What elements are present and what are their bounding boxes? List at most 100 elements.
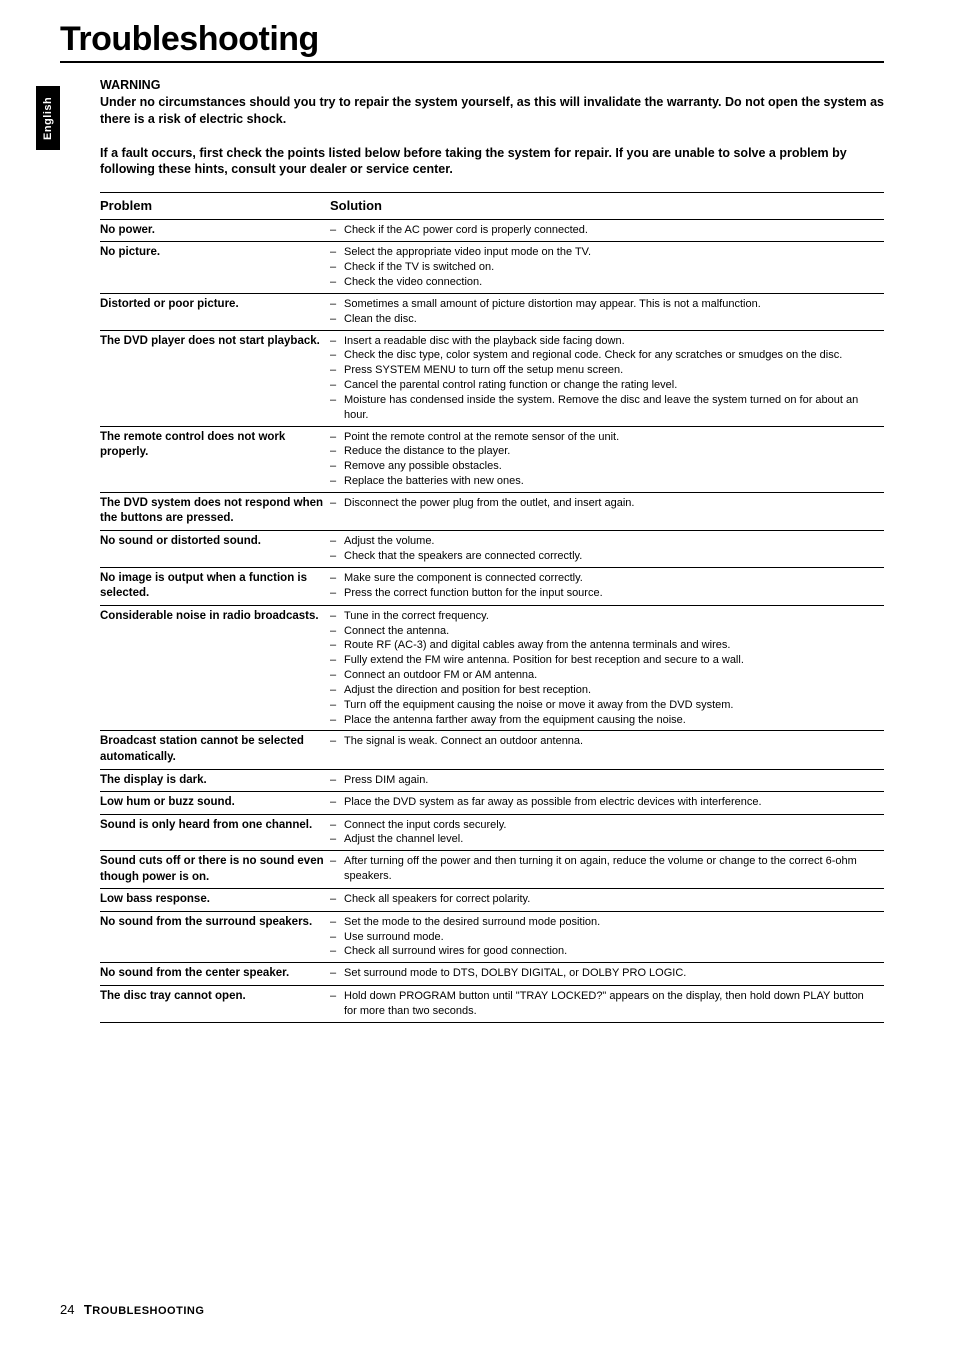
table-row: Sound cuts off or there is no sound even… xyxy=(100,851,884,889)
solution-line: –Place the antenna farther away from the… xyxy=(330,713,878,728)
solution-line: –Make sure the component is connected co… xyxy=(330,571,878,586)
problem-cell: No picture. xyxy=(100,242,330,294)
solution-line: –Turn off the equipment causing the nois… xyxy=(330,698,878,713)
problem-cell: Broadcast station cannot be selected aut… xyxy=(100,731,330,769)
solution-text: Place the antenna farther away from the … xyxy=(344,713,878,728)
table-row: Sound is only heard from one channel.–Co… xyxy=(100,814,884,851)
dash-icon: – xyxy=(330,496,344,511)
solution-text: Check if the AC power cord is properly c… xyxy=(344,223,878,238)
solution-text: Insert a readable disc with the playback… xyxy=(344,334,878,349)
col-solution: Solution xyxy=(330,193,884,220)
solution-cell: –Press DIM again. xyxy=(330,769,884,792)
page-content: Troubleshooting WARNING Under no circums… xyxy=(0,0,954,1023)
problem-cell: The remote control does not work properl… xyxy=(100,426,330,492)
dash-icon: – xyxy=(330,653,344,668)
dash-icon: – xyxy=(330,854,344,884)
table-row: No power.–Check if the AC power cord is … xyxy=(100,219,884,242)
solution-text: Check if the TV is switched on. xyxy=(344,260,878,275)
problem-cell: The disc tray cannot open. xyxy=(100,985,330,1022)
solution-line: –Check that the speakers are connected c… xyxy=(330,549,878,564)
dash-icon: – xyxy=(330,915,344,930)
solution-text: Connect an outdoor FM or AM antenna. xyxy=(344,668,878,683)
solution-cell: –Hold down PROGRAM button until "TRAY LO… xyxy=(330,985,884,1022)
solution-line: –Use surround mode. xyxy=(330,930,878,945)
solution-cell: –The signal is weak. Connect an outdoor … xyxy=(330,731,884,769)
troubleshooting-table: Problem Solution No power.–Check if the … xyxy=(100,192,884,1022)
problem-cell: Low hum or buzz sound. xyxy=(100,792,330,815)
solution-cell: –Place the DVD system as far away as pos… xyxy=(330,792,884,815)
dash-icon: – xyxy=(330,795,344,810)
solution-cell: –Set the mode to the desired surround mo… xyxy=(330,911,884,963)
warning-heading: WARNING xyxy=(100,78,160,92)
dash-icon: – xyxy=(330,586,344,601)
solution-cell: –Check if the AC power cord is properly … xyxy=(330,219,884,242)
solution-text: Cancel the parental control rating funct… xyxy=(344,378,878,393)
solution-line: –The signal is weak. Connect an outdoor … xyxy=(330,734,878,749)
solution-line: –Hold down PROGRAM button until "TRAY LO… xyxy=(330,989,878,1019)
table-row: No sound from the surround speakers.–Set… xyxy=(100,911,884,963)
solution-text: Press DIM again. xyxy=(344,773,878,788)
solution-text: Fully extend the FM wire antenna. Positi… xyxy=(344,653,878,668)
solution-line: –Reduce the distance to the player. xyxy=(330,444,878,459)
problem-cell: No sound from the surround speakers. xyxy=(100,911,330,963)
dash-icon: – xyxy=(330,683,344,698)
solution-cell: –Select the appropriate video input mode… xyxy=(330,242,884,294)
solution-line: –Moisture has condensed inside the syste… xyxy=(330,393,878,423)
dash-icon: – xyxy=(330,571,344,586)
solution-line: –Connect the input cords securely. xyxy=(330,818,878,833)
solution-line: –Check the video connection. xyxy=(330,275,878,290)
solution-cell: –Sometimes a small amount of picture dis… xyxy=(330,293,884,330)
table-row: No sound or distorted sound.–Adjust the … xyxy=(100,531,884,568)
solution-text: Reduce the distance to the player. xyxy=(344,444,878,459)
solution-line: –Sometimes a small amount of picture dis… xyxy=(330,297,878,312)
solution-line: –Check if the AC power cord is properly … xyxy=(330,223,878,238)
solution-text: Route RF (AC-3) and digital cables away … xyxy=(344,638,878,653)
dash-icon: – xyxy=(330,378,344,393)
dash-icon: – xyxy=(330,609,344,624)
table-row: The disc tray cannot open.–Hold down PRO… xyxy=(100,985,884,1022)
solution-text: Adjust the volume. xyxy=(344,534,878,549)
solution-text: Hold down PROGRAM button until "TRAY LOC… xyxy=(344,989,878,1019)
solution-line: –Insert a readable disc with the playbac… xyxy=(330,334,878,349)
problem-cell: Sound is only heard from one channel. xyxy=(100,814,330,851)
solution-line: –Press the correct function button for t… xyxy=(330,586,878,601)
solution-line: –Cancel the parental control rating func… xyxy=(330,378,878,393)
col-problem: Problem xyxy=(100,193,330,220)
solution-line: –Adjust the volume. xyxy=(330,534,878,549)
dash-icon: – xyxy=(330,348,344,363)
dash-icon: – xyxy=(330,668,344,683)
dash-icon: – xyxy=(330,245,344,260)
solution-cell: –Connect the input cords securely.–Adjus… xyxy=(330,814,884,851)
solution-text: Replace the batteries with new ones. xyxy=(344,474,878,489)
solution-text: Clean the disc. xyxy=(344,312,878,327)
solution-line: –Connect the antenna. xyxy=(330,624,878,639)
table-row: Distorted or poor picture.–Sometimes a s… xyxy=(100,293,884,330)
problem-cell: No image is output when a function is se… xyxy=(100,567,330,605)
page-footer: 24 TROUBLESHOOTING xyxy=(60,1302,204,1317)
warning-para1: Under no circumstances should you try to… xyxy=(100,95,884,126)
dash-icon: – xyxy=(330,444,344,459)
dash-icon: – xyxy=(330,713,344,728)
solution-text: After turning off the power and then tur… xyxy=(344,854,878,884)
language-tab: English xyxy=(36,86,60,150)
dash-icon: – xyxy=(330,818,344,833)
solution-line: –Check the disc type, color system and r… xyxy=(330,348,878,363)
problem-cell: The DVD system does not respond when the… xyxy=(100,492,330,530)
dash-icon: – xyxy=(330,430,344,445)
solution-cell: –Adjust the volume.–Check that the speak… xyxy=(330,531,884,568)
solution-line: –Remove any possible obstacles. xyxy=(330,459,878,474)
solution-line: –Clean the disc. xyxy=(330,312,878,327)
solution-text: Place the DVD system as far away as poss… xyxy=(344,795,878,810)
dash-icon: – xyxy=(330,334,344,349)
solution-text: Check all speakers for correct polarity. xyxy=(344,892,878,907)
solution-cell: –Insert a readable disc with the playbac… xyxy=(330,330,884,426)
table-row: No sound from the center speaker.–Set su… xyxy=(100,963,884,986)
dash-icon: – xyxy=(330,892,344,907)
solution-line: –Adjust the channel level. xyxy=(330,832,878,847)
solution-text: Check all surround wires for good connec… xyxy=(344,944,878,959)
solution-text: Check the disc type, color system and re… xyxy=(344,348,878,363)
dash-icon: – xyxy=(330,297,344,312)
solution-line: –Tune in the correct frequency. xyxy=(330,609,878,624)
solution-text: Tune in the correct frequency. xyxy=(344,609,878,624)
solution-line: –Check all surround wires for good conne… xyxy=(330,944,878,959)
